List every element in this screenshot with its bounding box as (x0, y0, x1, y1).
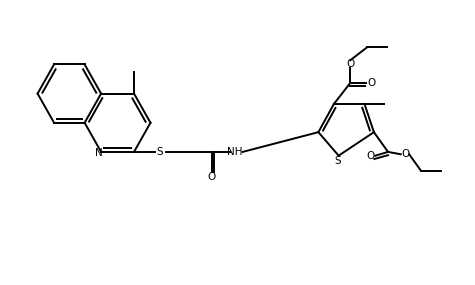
Text: O: O (401, 149, 409, 159)
Text: O: O (346, 59, 354, 69)
Text: O: O (366, 151, 374, 161)
Text: N: N (95, 148, 103, 158)
Text: S: S (334, 156, 341, 166)
Text: O: O (367, 78, 375, 88)
Text: NH: NH (228, 147, 243, 157)
Text: O: O (208, 172, 216, 182)
Text: S: S (157, 147, 163, 157)
